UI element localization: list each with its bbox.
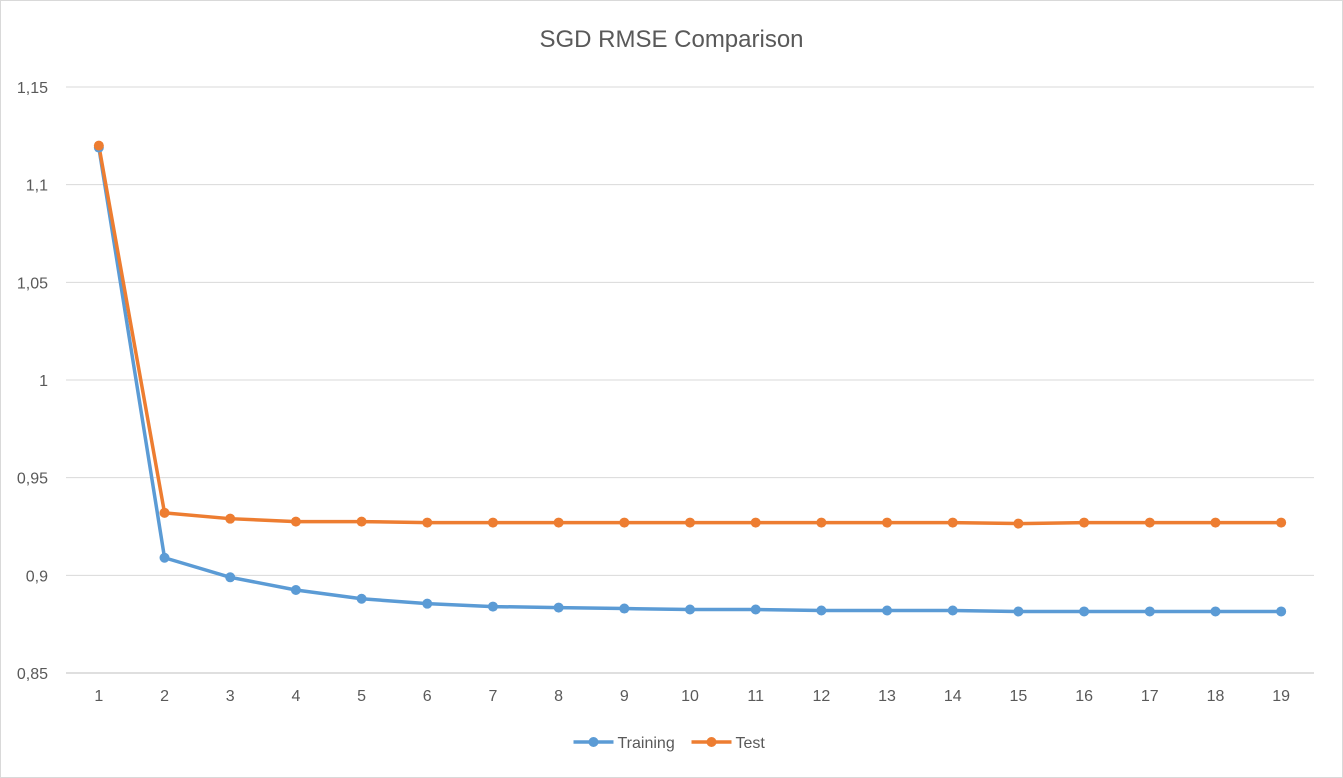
test-data-point	[93, 140, 104, 151]
test-series-line	[97, 143, 1283, 526]
training-data-point	[1144, 606, 1155, 617]
x-tick-label: 14	[944, 688, 962, 705]
test-data-point	[487, 517, 498, 528]
x-tick-label: 17	[1141, 688, 1159, 705]
test-data-point	[1079, 517, 1090, 528]
y-tick-label: 0,95	[17, 471, 48, 488]
test-data-point	[685, 517, 695, 528]
y-tick-label: 1,1	[26, 178, 48, 195]
x-tick-label: 4	[291, 688, 300, 705]
test-data-point	[225, 513, 236, 524]
gridlines	[66, 86, 1314, 674]
test-data-point	[619, 517, 630, 528]
x-tick-label: 19	[1272, 688, 1290, 705]
training-data-point	[290, 584, 301, 595]
legend-marker-training	[588, 737, 599, 747]
x-tick-label: 12	[812, 688, 830, 705]
y-tick-label: 1	[39, 373, 48, 390]
training-data-point	[356, 593, 367, 604]
test-data-point	[553, 517, 564, 528]
chart-title: SGD RMSE Comparison	[539, 26, 804, 53]
test-data-point	[882, 517, 893, 528]
y-tick-label: 0,85	[17, 666, 48, 683]
training-data-point	[225, 572, 236, 583]
x-tick-label: 10	[681, 688, 699, 705]
training-data-point	[159, 552, 170, 563]
test-data-point	[290, 516, 301, 527]
series-group	[93, 140, 1287, 617]
x-tick-label: 3	[226, 688, 235, 705]
x-tick-label: 6	[423, 688, 432, 705]
x-axis-tick-labels: 1 2 3 4 5 6 7 8 9 10 11 12 13 14 15 16 17 18 19	[94, 688, 1290, 705]
x-tick-label: 9	[620, 688, 629, 705]
x-tick-label: 8	[554, 688, 563, 705]
test-data-point	[947, 517, 958, 528]
test-data-point	[816, 517, 827, 528]
y-tick-label: 1,05	[17, 275, 48, 292]
training-data-point	[1079, 606, 1090, 617]
x-tick-label: 7	[488, 688, 497, 705]
training-data-point	[947, 605, 958, 616]
test-data-point	[422, 517, 433, 528]
training-data-point	[750, 604, 761, 615]
x-tick-label: 16	[1075, 688, 1093, 705]
x-tick-label: 13	[878, 688, 896, 705]
x-tick-label: 5	[357, 688, 366, 705]
training-data-point	[882, 605, 893, 616]
training-data-point	[422, 598, 433, 609]
training-data-point	[553, 602, 564, 613]
x-tick-label: 1	[94, 688, 103, 705]
legend-label-training: Training	[618, 735, 675, 752]
test-data-point	[750, 517, 761, 528]
y-axis-tick-labels: 0,85 0,9 0,95 1 1,05 1,1 1,15	[17, 80, 48, 683]
test-data-point	[1144, 517, 1155, 528]
test-data-point	[1013, 518, 1024, 529]
legend-marker-test	[706, 737, 717, 747]
legend: Training Test	[573, 735, 766, 752]
training-data-point	[1210, 606, 1221, 617]
test-data-point	[159, 507, 170, 518]
legend-label-test: Test	[736, 735, 766, 752]
x-tick-label: 18	[1207, 688, 1225, 705]
test-data-point	[1276, 517, 1287, 528]
training-data-point	[685, 604, 695, 615]
training-data-point	[619, 603, 630, 614]
test-data-point	[356, 516, 367, 527]
test-data-point	[1210, 517, 1221, 528]
x-tick-label: 15	[1010, 688, 1028, 705]
x-tick-label: 11	[747, 688, 764, 705]
training-data-point	[487, 601, 498, 612]
y-tick-label: 1,15	[17, 80, 48, 97]
training-data-point	[816, 605, 827, 616]
x-tick-label: 2	[160, 688, 169, 705]
y-tick-label: 0,9	[26, 568, 48, 585]
training-data-point	[1013, 606, 1024, 617]
training-data-point	[1276, 606, 1287, 617]
